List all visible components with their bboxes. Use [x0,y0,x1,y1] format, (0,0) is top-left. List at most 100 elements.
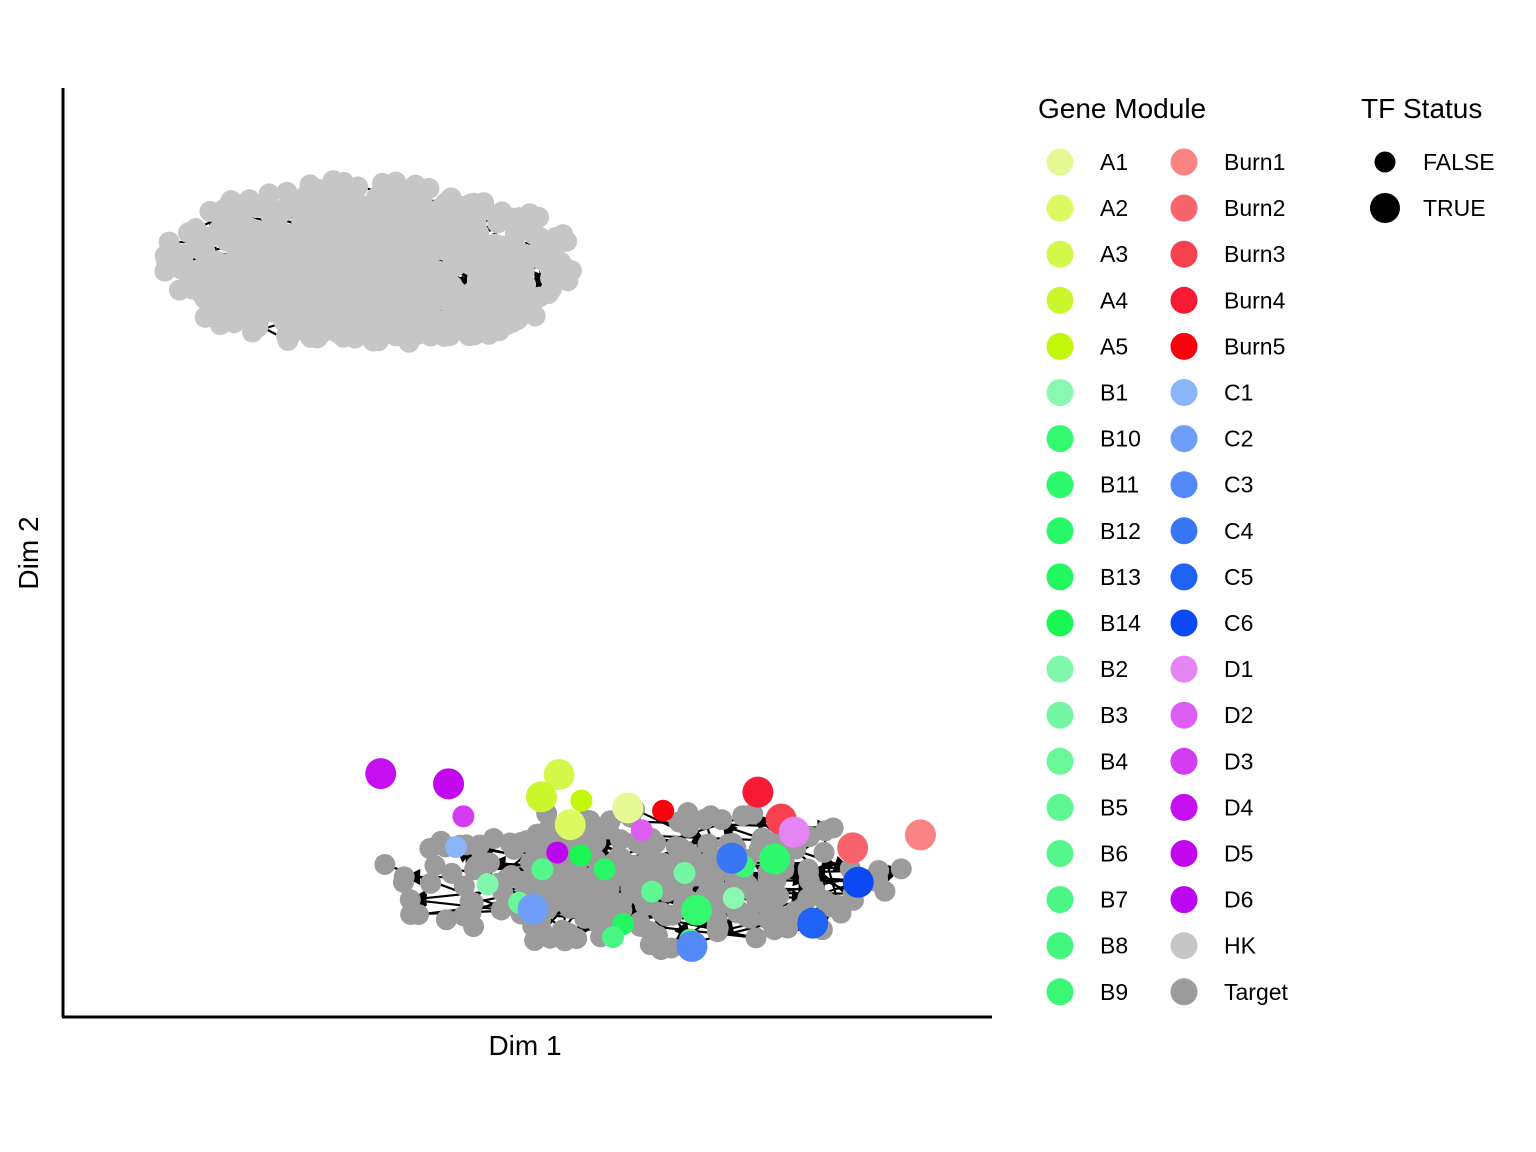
point-hk [366,299,388,321]
point-target [677,816,699,838]
point-hk [380,239,402,261]
point-hk [268,270,290,292]
legend-item-b11: B11 [1046,471,1139,499]
point-target [697,833,719,855]
legend-label: D5 [1224,841,1253,867]
legend-key [1046,840,1074,867]
legend-item-tf-false: FALSE [1374,149,1495,175]
point-hk [405,275,427,297]
point-target [420,872,442,894]
legend-label: A5 [1100,333,1128,359]
legend-label: D1 [1224,656,1253,682]
point-module-c1 [444,835,467,858]
legend-gene-module: Gene Module A1 A2 A3 A4 A5 B1 B10 B11 B12 B13 B14 B… [1038,93,1289,1006]
point-target [453,905,475,927]
point-module-d4 [365,758,397,790]
point-hk [432,201,454,223]
legend-gene-module-items: A1 A2 A3 A4 A5 B1 B10 B11 B12 B13 B14 B2 B3 B4 B5 B6 B7 B… [1046,148,1289,1006]
legend-label: Burn2 [1224,195,1285,221]
point-hk [458,210,480,232]
point-hk [528,286,550,308]
point-hk [557,270,579,292]
legend-item-b2: B2 [1046,655,1128,683]
point-hk [318,294,340,316]
legend-tf-status-items: FALSE TRUE [1370,149,1495,223]
legend-label: HK [1224,933,1257,959]
point-target [707,917,729,939]
point-target [732,805,754,827]
legend-item-d2: D2 [1170,701,1253,729]
legend-key [1046,332,1074,360]
point-hk [385,173,407,195]
point-hk [523,223,545,245]
legend-item-b12: B12 [1046,517,1141,545]
legend-item-b10: B10 [1046,425,1141,453]
legend-item-a3: A3 [1046,240,1128,268]
point-module-d2 [630,819,653,842]
legend-item-hk: HK [1170,932,1257,960]
legend-label: A2 [1100,195,1128,221]
point-target [830,902,852,924]
legend-key [1170,932,1198,960]
legend-key [1046,471,1074,499]
point-hk [493,235,515,257]
point-target [644,861,666,883]
legend-label: B12 [1100,518,1141,544]
point-module-d3 [452,805,475,828]
legend-label: D2 [1224,702,1253,728]
point-module-a1 [612,792,644,824]
legend-item-b1: B1 [1046,379,1128,406]
point-module-burn5 [652,799,675,822]
legend-item-a2: A2 [1046,194,1128,222]
point-module-a2 [554,809,586,841]
legend-item-a1: A1 [1046,148,1128,176]
legend-item-b8: B8 [1046,932,1128,960]
legend-key [1046,425,1074,453]
point-module-b11 [759,843,791,875]
legend-key [1170,148,1198,176]
point-target [441,862,463,884]
point-hk [173,244,195,266]
x-axis-title: Dim 1 [488,1030,561,1061]
legend-key [1170,563,1198,591]
point-target [874,880,896,902]
point-hk [195,306,217,328]
legend-label: B14 [1100,610,1141,636]
legend-gene-module-title: Gene Module [1038,93,1206,124]
legend-item-d1: D1 [1170,655,1253,683]
point-module-b5 [640,880,663,903]
legend-item-b9: B9 [1046,978,1128,1006]
point-hk [495,252,517,274]
point-hk [399,241,421,263]
legend-key [1046,747,1074,775]
legend-label: Burn5 [1224,333,1285,359]
legend-key [1046,609,1074,637]
legend-item-burn4: Burn4 [1170,286,1286,314]
point-target [374,853,396,875]
point-target [541,876,563,898]
point-target [598,878,620,900]
point-target [890,858,912,880]
point-target [424,855,446,877]
point-target [483,828,505,850]
point-hk [259,294,281,316]
legend-key [1046,978,1074,1006]
point-hk [352,222,374,244]
point-hk [322,170,344,192]
legend-key [1170,793,1198,821]
legend-key [1370,193,1400,223]
legend-label: D4 [1224,794,1254,820]
legend-key [1046,563,1074,591]
legend-label: B1 [1100,380,1128,406]
legend-label: B10 [1100,426,1141,452]
point-target [639,934,661,956]
legend-item-tf-true: TRUE [1370,193,1486,223]
point-hk [240,267,262,289]
point-target [669,837,691,859]
legend-key [1170,194,1198,222]
legend-label: B7 [1100,887,1128,913]
legend-item-a4: A4 [1046,286,1128,314]
legend-label: D6 [1224,887,1253,913]
point-hk [513,243,535,265]
point-hk [212,205,234,227]
